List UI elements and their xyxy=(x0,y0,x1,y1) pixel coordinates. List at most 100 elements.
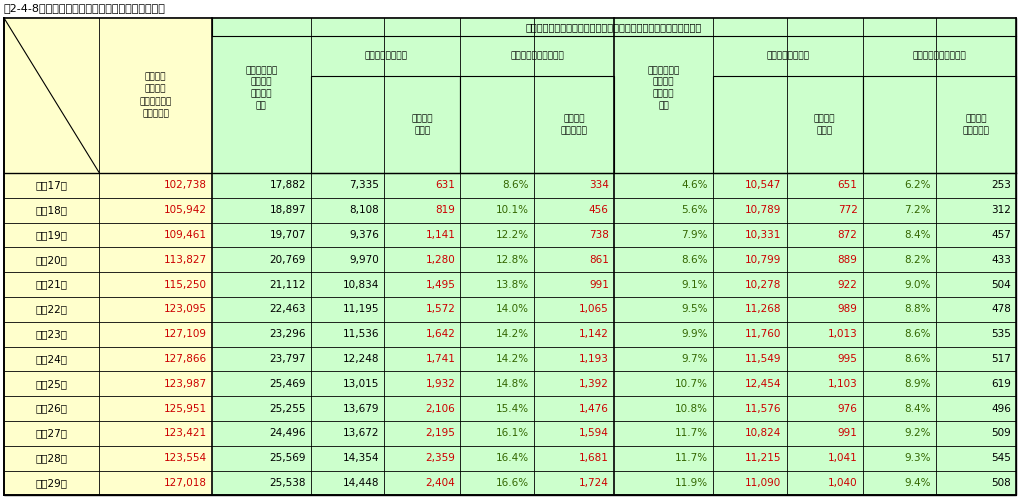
Text: 619: 619 xyxy=(990,379,1010,389)
Text: １か月後
生存率: １か月後 生存率 xyxy=(813,114,835,135)
Text: 123,987: 123,987 xyxy=(163,379,207,389)
Text: 10,834: 10,834 xyxy=(342,279,379,289)
Text: 13,672: 13,672 xyxy=(342,429,379,439)
Text: 20,769: 20,769 xyxy=(269,255,306,265)
Text: 872: 872 xyxy=(837,230,857,240)
Text: 772: 772 xyxy=(837,205,857,215)
Bar xyxy=(4,322,211,347)
Text: 11.7%: 11.7% xyxy=(675,453,707,463)
Text: 1,141: 1,141 xyxy=(425,230,454,240)
Text: 25,569: 25,569 xyxy=(269,453,306,463)
Text: 14.2%: 14.2% xyxy=(495,329,528,339)
Text: 545: 545 xyxy=(990,453,1010,463)
Text: 976: 976 xyxy=(837,404,857,414)
Text: 10,799: 10,799 xyxy=(745,255,781,265)
Text: 17,882: 17,882 xyxy=(269,181,306,191)
Text: 25,538: 25,538 xyxy=(269,478,306,488)
Text: 1,041: 1,041 xyxy=(827,453,857,463)
Text: 7,335: 7,335 xyxy=(350,181,379,191)
Bar xyxy=(4,347,211,371)
Text: 13,015: 13,015 xyxy=(342,379,379,389)
Text: 861: 861 xyxy=(588,255,608,265)
Text: 10,331: 10,331 xyxy=(745,230,781,240)
Bar xyxy=(211,371,1015,396)
Text: 8.8%: 8.8% xyxy=(904,304,930,314)
Text: 991: 991 xyxy=(588,279,608,289)
Text: 109,461: 109,461 xyxy=(163,230,207,240)
Bar xyxy=(211,18,1015,36)
Text: 508: 508 xyxy=(990,478,1010,488)
Text: 1,103: 1,103 xyxy=(827,379,857,389)
Text: 819: 819 xyxy=(435,205,454,215)
Text: 127,018: 127,018 xyxy=(163,478,207,488)
Text: 25,469: 25,469 xyxy=(269,379,306,389)
Text: 989: 989 xyxy=(837,304,857,314)
Bar xyxy=(211,471,1015,496)
Bar xyxy=(712,76,862,173)
Text: 125,951: 125,951 xyxy=(163,404,207,414)
Bar xyxy=(862,76,1015,173)
Text: 23,296: 23,296 xyxy=(269,329,306,339)
Text: 救急隊が
搬送した
心肺機能停止
傷病者総数: 救急隊が 搬送した 心肺機能停止 傷病者総数 xyxy=(140,72,171,119)
Text: 14.8%: 14.8% xyxy=(495,379,528,389)
Text: 11,536: 11,536 xyxy=(342,329,379,339)
Text: 456: 456 xyxy=(588,205,608,215)
Text: 1,495: 1,495 xyxy=(425,279,454,289)
Text: 平成29年: 平成29年 xyxy=(36,478,67,488)
Text: 4.6%: 4.6% xyxy=(681,181,707,191)
Text: 12.8%: 12.8% xyxy=(495,255,528,265)
Text: うち、一般市
民による
応急手当
あり: うち、一般市 民による 応急手当 あり xyxy=(245,66,277,110)
Text: 334: 334 xyxy=(588,181,608,191)
Text: 10,547: 10,547 xyxy=(745,181,781,191)
Text: 11,268: 11,268 xyxy=(744,304,781,314)
Text: 11,215: 11,215 xyxy=(744,453,781,463)
Text: 23,797: 23,797 xyxy=(269,354,306,364)
Text: 9.0%: 9.0% xyxy=(904,279,930,289)
Text: 433: 433 xyxy=(990,255,1010,265)
Text: 9.2%: 9.2% xyxy=(904,429,930,439)
Text: 9.3%: 9.3% xyxy=(904,453,930,463)
Text: 平成23年: 平成23年 xyxy=(36,329,67,339)
Text: 平成24年: 平成24年 xyxy=(36,354,67,364)
Text: 11,195: 11,195 xyxy=(342,304,379,314)
Bar xyxy=(211,173,1015,198)
Text: 2,195: 2,195 xyxy=(425,429,454,439)
Bar xyxy=(460,76,613,173)
Text: 平成25年: 平成25年 xyxy=(36,379,67,389)
Text: 9.9%: 9.9% xyxy=(681,329,707,339)
Bar xyxy=(211,446,1015,471)
Text: 10,789: 10,789 xyxy=(745,205,781,215)
Text: 253: 253 xyxy=(990,181,1010,191)
Text: 1,741: 1,741 xyxy=(425,354,454,364)
Text: 1,013: 1,013 xyxy=(827,329,857,339)
Text: 16.4%: 16.4% xyxy=(495,453,528,463)
Bar xyxy=(211,421,1015,446)
Text: 8.6%: 8.6% xyxy=(904,329,930,339)
Text: 1,065: 1,065 xyxy=(579,304,608,314)
Text: 10.8%: 10.8% xyxy=(675,404,707,414)
Text: 113,827: 113,827 xyxy=(163,255,207,265)
Text: 16.1%: 16.1% xyxy=(495,429,528,439)
Text: 1,142: 1,142 xyxy=(579,329,608,339)
Bar xyxy=(4,272,211,297)
Bar xyxy=(4,421,211,446)
Text: 127,109: 127,109 xyxy=(163,329,207,339)
Bar xyxy=(211,297,1015,322)
Bar xyxy=(4,18,211,496)
Text: 平成21年: 平成21年 xyxy=(36,279,67,289)
Text: 10.7%: 10.7% xyxy=(675,379,707,389)
Text: 738: 738 xyxy=(588,230,608,240)
Text: 517: 517 xyxy=(990,354,1010,364)
Text: 10,278: 10,278 xyxy=(745,279,781,289)
Text: 13,679: 13,679 xyxy=(342,404,379,414)
Text: 5.6%: 5.6% xyxy=(681,205,707,215)
Text: 478: 478 xyxy=(990,304,1010,314)
Text: 6.2%: 6.2% xyxy=(904,181,930,191)
Text: 12.2%: 12.2% xyxy=(495,230,528,240)
Text: 1,642: 1,642 xyxy=(425,329,454,339)
Text: 11,760: 11,760 xyxy=(745,329,781,339)
Text: 1,594: 1,594 xyxy=(579,429,608,439)
Text: 13.8%: 13.8% xyxy=(495,279,528,289)
Text: 312: 312 xyxy=(990,205,1010,215)
Text: 11.7%: 11.7% xyxy=(675,429,707,439)
